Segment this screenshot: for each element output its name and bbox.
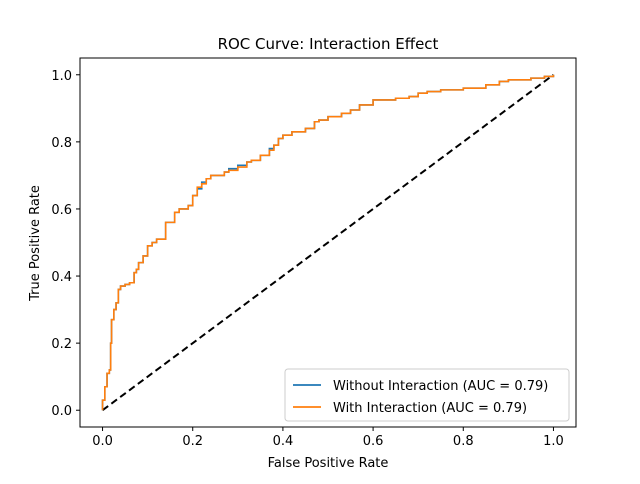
x-tick-label: 0.8 <box>453 434 474 449</box>
y-tick-label: 1.0 <box>51 69 72 84</box>
y-axis-label: True Positive Rate <box>28 185 43 302</box>
y-tick-label: 0.2 <box>51 337 72 352</box>
x-tick-label: 0.2 <box>182 434 203 449</box>
x-tick-label: 0.4 <box>273 434 294 449</box>
reference-diagonal-line <box>101 73 555 412</box>
y-tick-label: 0.6 <box>51 203 72 218</box>
chart-title: ROC Curve: Interaction Effect <box>218 35 439 53</box>
x-tick-label: 0.6 <box>363 434 384 449</box>
legend: Without Interaction (AUC = 0.79) With Int… <box>284 368 570 422</box>
x-axis-label: False Positive Rate <box>268 456 389 471</box>
axes-frame <box>79 57 577 428</box>
series-line-2 <box>101 74 555 411</box>
legend-label-2: With Interaction (AUC = 0.79) <box>333 401 527 416</box>
x-tick-label: 1.0 <box>543 434 564 449</box>
x-tick-label: 0.0 <box>92 434 113 449</box>
plot-area <box>101 73 555 412</box>
legend-label-1: Without Interaction (AUC = 0.79) <box>333 379 548 394</box>
y-tick-label: 0.0 <box>51 404 72 419</box>
y-tick-label: 0.8 <box>51 136 72 151</box>
y-tick-label: 0.4 <box>51 270 72 285</box>
axes: 0.0 0.2 0.4 0.6 0.8 1.0 0.0 0.2 0.4 0.6 0.8 1.0 <box>51 57 577 449</box>
legend-box <box>284 368 570 422</box>
